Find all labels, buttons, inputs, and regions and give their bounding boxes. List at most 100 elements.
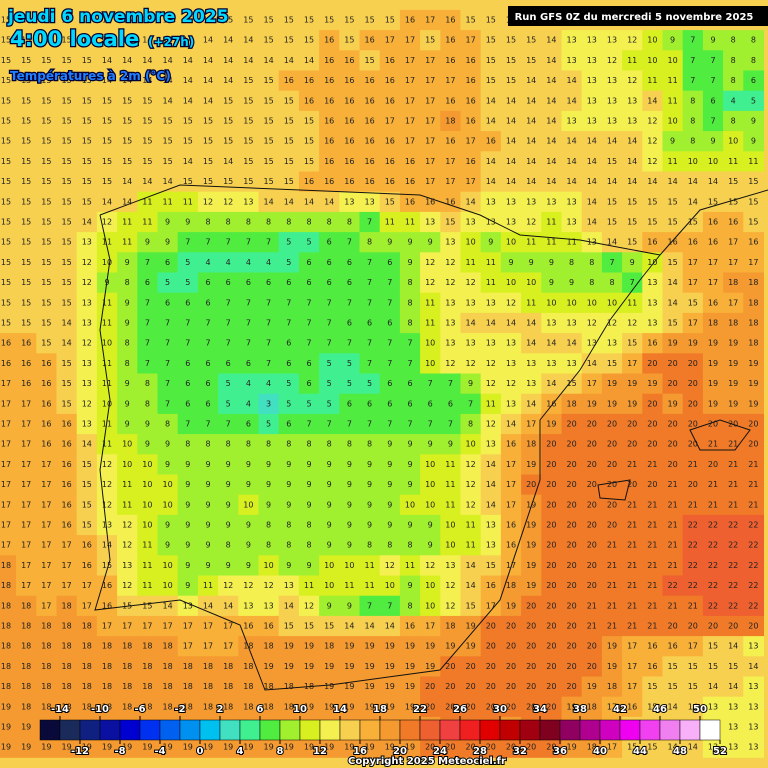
cell-value: 11 [122,218,132,227]
cell-value: 16 [62,440,72,449]
cell [601,292,623,314]
cell [743,211,764,233]
cell [137,211,158,233]
cell [319,615,340,637]
cell [500,232,522,253]
cell [399,454,421,475]
cell-value: 8 [226,218,231,227]
cell-value: 18 [62,662,72,671]
cell [541,151,562,172]
cell [298,252,320,273]
cell [521,656,542,677]
cell-value: 8 [226,541,231,550]
cell-value: 14 [526,177,536,186]
cell [521,70,542,92]
cell [56,575,78,597]
cell [339,110,360,132]
cell-value: 20 [567,480,577,489]
cell-value: 15 [41,258,51,267]
cell [601,656,623,677]
cell-value: 13 [445,238,455,247]
cell [622,272,643,294]
cell [460,191,482,213]
cell [36,131,57,152]
cell-value: 19 [183,743,193,752]
cell [399,353,421,374]
cell-value: 18 [1,642,11,651]
cell [177,474,199,496]
cell-value: 12 [385,561,395,570]
cell [723,696,744,718]
cell [379,454,401,475]
cell [359,535,381,556]
cell-value: 20 [647,480,657,489]
cell [662,312,684,334]
cell [177,676,199,698]
cell [339,413,360,435]
cell [238,211,259,233]
cell-value: 15 [1,137,11,146]
cell-value: 8 [367,541,372,550]
cell-value: 14 [607,177,617,186]
cell [298,110,320,132]
cell [399,312,421,334]
cell [440,494,461,516]
cell-value: 17 [21,500,31,509]
cell-value: 20 [466,682,476,691]
cell-value: 15 [203,137,213,146]
cell [117,434,138,455]
cell [258,333,280,354]
cell [258,474,280,496]
cell [177,110,199,132]
cell [218,373,239,395]
cell-value: 18 [607,682,617,691]
cell-value: 7 [246,339,251,348]
cell-value: 18 [728,319,738,328]
legend-swatch [259,719,281,741]
cell-value: 17 [21,480,31,489]
cell [521,595,542,617]
cell [440,555,461,576]
cell-value: 9 [327,460,332,469]
cell-value: 18 [41,682,51,691]
cell [319,211,340,233]
cell-value: 7 [690,76,695,85]
cell-value: 14 [668,298,678,307]
cell [399,555,421,576]
cell-value: 20 [587,662,597,671]
cell [581,656,603,677]
cell [359,252,381,273]
cell-value: 11 [102,379,112,388]
cell [601,232,623,253]
cell-value: 14 [526,137,536,146]
cell [76,656,98,677]
cell [56,110,78,132]
cell [16,9,37,31]
cell [319,696,340,718]
cell [642,696,663,718]
cell [480,434,502,455]
cell-value: 6 [367,399,372,408]
cell-value: 16 [41,440,51,449]
cell [197,191,219,213]
cell [723,514,744,536]
cell-value: 14 [223,36,233,45]
cell-value: 18 [264,682,274,691]
cell-value: 8 [367,238,372,247]
cell-value: 13 [102,521,112,530]
cell-value: 15 [668,258,678,267]
cell [420,30,441,51]
cell-value: 10 [647,258,657,267]
cell [96,191,118,213]
cell-value: 6 [246,359,251,368]
cell [117,50,138,71]
cell [238,252,259,273]
cell [16,696,37,718]
cell-value: 17 [708,278,718,287]
cell-value: 19 [223,743,233,752]
cell [581,292,603,314]
cell [460,393,482,415]
cell [278,151,300,172]
cell [258,151,280,172]
cell-value: 16 [344,56,354,65]
